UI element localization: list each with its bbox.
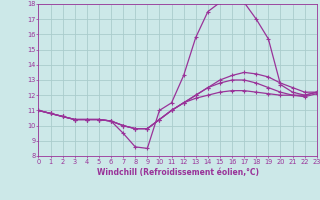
X-axis label: Windchill (Refroidissement éolien,°C): Windchill (Refroidissement éolien,°C): [97, 168, 259, 177]
